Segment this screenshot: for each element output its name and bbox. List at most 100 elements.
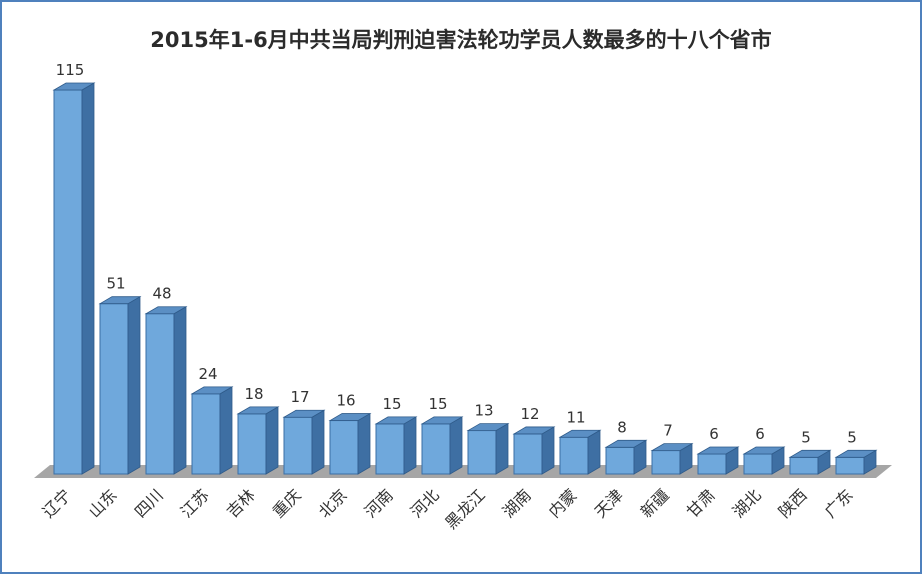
- category-label-9: 河北: [407, 485, 443, 521]
- bar-front-16: [743, 453, 773, 475]
- bar-front-3: [145, 313, 175, 475]
- bar-top-6: [282, 409, 326, 418]
- data-label-9: 15: [428, 395, 447, 413]
- bar-front-13: [605, 446, 635, 475]
- bar-18: [834, 449, 878, 475]
- category-label-11: 湖南: [499, 485, 535, 521]
- data-label-2: 51: [106, 275, 125, 293]
- bar-front-7: [329, 420, 359, 475]
- bar-side-4: [219, 386, 233, 475]
- bar-13: [604, 439, 648, 475]
- bar-10: [466, 422, 510, 475]
- bar-side-12: [587, 429, 601, 475]
- bar-front-4: [191, 393, 221, 475]
- bar-top-3: [144, 306, 188, 315]
- bar-17: [788, 449, 832, 475]
- bar-2: [98, 296, 142, 475]
- bar-side-7: [357, 412, 371, 475]
- category-label-16: 湖北: [729, 485, 765, 521]
- bar-top-4: [190, 386, 234, 395]
- bar-front-1: [53, 89, 83, 475]
- data-label-7: 16: [336, 392, 355, 410]
- category-label-18: 广东: [821, 485, 857, 521]
- category-label-5: 吉林: [223, 485, 259, 521]
- data-label-10: 13: [474, 402, 493, 420]
- bar-3: [144, 306, 188, 475]
- category-label-7: 北京: [315, 485, 351, 521]
- category-label-15: 甘肃: [683, 485, 719, 521]
- bar-top-11: [512, 426, 556, 435]
- bar-side-9: [449, 416, 463, 475]
- bar-top-13: [604, 439, 648, 448]
- data-label-15: 6: [709, 425, 719, 443]
- bar-side-2: [127, 296, 141, 475]
- bar-16: [742, 446, 786, 475]
- bar-top-15: [696, 446, 740, 455]
- bar-side-10: [495, 422, 509, 475]
- chart-title: 2015年1-6月中共当局判刑迫害法轮功学员人数最多的十八个省市: [150, 28, 772, 52]
- bar-front-11: [513, 433, 543, 475]
- data-label-16: 6: [755, 425, 765, 443]
- data-label-4: 24: [198, 365, 217, 383]
- data-label-12: 11: [566, 408, 585, 426]
- bar-side-1: [81, 82, 95, 475]
- data-label-17: 5: [801, 428, 811, 446]
- bar-15: [696, 446, 740, 475]
- category-label-14: 新疆: [637, 485, 673, 521]
- data-label-18: 5: [847, 428, 857, 446]
- data-label-6: 17: [290, 388, 309, 406]
- bar-8: [374, 416, 418, 475]
- category-label-4: 江苏: [177, 485, 213, 521]
- data-label-8: 15: [382, 395, 401, 413]
- bar-top-18: [834, 449, 878, 458]
- data-label-1: 115: [56, 61, 85, 79]
- bar-side-6: [311, 409, 325, 475]
- category-label-10: 黑龙江: [441, 485, 488, 532]
- bar-side-8: [403, 416, 417, 475]
- bar-front-2: [99, 303, 129, 475]
- category-label-8: 河南: [361, 485, 397, 521]
- category-label-1: 辽宁: [39, 485, 75, 521]
- bar-side-3: [173, 306, 187, 475]
- bar-top-14: [650, 443, 694, 452]
- category-label-13: 天津: [591, 485, 627, 521]
- bar-front-10: [467, 430, 497, 475]
- bar-top-16: [742, 446, 786, 455]
- bar-9: [420, 416, 464, 475]
- bar-side-11: [541, 426, 555, 475]
- category-label-6: 重庆: [269, 485, 305, 521]
- bar-14: [650, 442, 694, 475]
- bar-7: [328, 412, 372, 475]
- bar-6: [282, 409, 326, 475]
- category-label-3: 四川: [131, 485, 167, 521]
- bar-front-9: [421, 423, 451, 475]
- category-label-12: 内蒙: [545, 485, 581, 521]
- category-label-2: 山东: [85, 485, 121, 521]
- bar-5: [236, 406, 280, 475]
- bar-top-2: [98, 296, 142, 305]
- bar-side-5: [265, 406, 279, 475]
- bar-front-5: [237, 413, 267, 475]
- bar-top-9: [420, 416, 464, 425]
- data-label-5: 18: [244, 385, 263, 403]
- bar-front-14: [651, 450, 681, 475]
- bar-front-18: [835, 456, 865, 475]
- bar-top-17: [788, 449, 832, 458]
- bar-top-1: [52, 82, 96, 91]
- data-label-3: 48: [152, 285, 171, 303]
- bar-top-12: [558, 429, 602, 438]
- data-label-11: 12: [520, 405, 539, 423]
- bar-top-10: [466, 423, 510, 431]
- bar-front-17: [789, 456, 819, 475]
- bar-11: [512, 426, 556, 475]
- bar-top-5: [236, 406, 280, 415]
- data-label-14: 7: [663, 422, 673, 440]
- bar-top-8: [374, 416, 418, 425]
- bar-4: [190, 386, 234, 475]
- bar-front-8: [375, 423, 405, 475]
- bar-front-6: [283, 416, 313, 475]
- bar-1: [52, 82, 96, 475]
- category-label-17: 陕西: [775, 485, 811, 521]
